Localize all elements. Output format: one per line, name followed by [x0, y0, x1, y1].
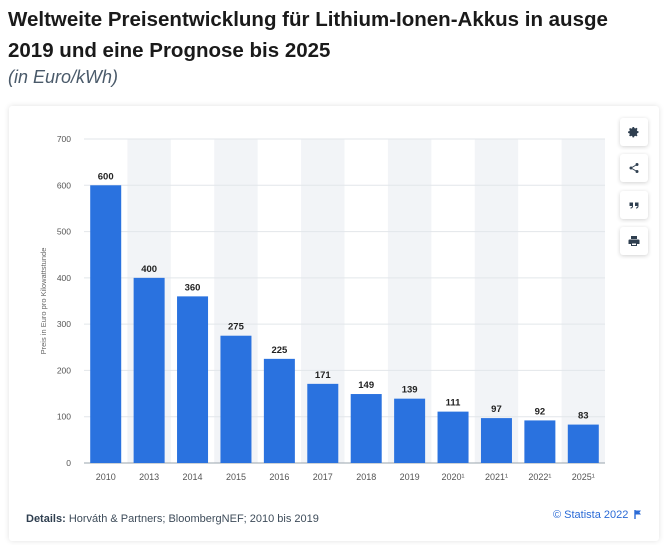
x-tick-label: 2022¹	[528, 472, 551, 482]
data-label: 225	[271, 345, 288, 356]
data-label: 97	[491, 404, 502, 415]
chart-title: Weltweite Preisentwicklung für Lithium-I…	[8, 4, 666, 66]
x-tick-label: 2020¹	[442, 472, 465, 482]
x-tick-label: 2018	[356, 472, 376, 482]
copyright-text: © Statista 2022	[553, 509, 629, 521]
data-label: 360	[185, 282, 201, 293]
bar[interactable]	[307, 383, 339, 463]
y-tick-label: 600	[57, 180, 71, 190]
share-button[interactable]	[620, 154, 648, 182]
source-details: Details: Horváth & Partners; BloombergNE…	[26, 513, 319, 525]
bar[interactable]	[90, 185, 122, 464]
title-line-2: 2019 und eine Prognose bis 2025	[8, 39, 331, 62]
title-line-1: Weltweite Preisentwicklung für Lithium-I…	[8, 8, 608, 31]
bar[interactable]	[524, 420, 556, 463]
data-label: 600	[98, 171, 114, 182]
data-label: 171	[315, 370, 332, 381]
cite-button[interactable]	[620, 191, 648, 219]
bar[interactable]	[220, 335, 252, 463]
data-label: 111	[446, 398, 462, 409]
x-tick-label: 2014	[183, 472, 203, 482]
data-label: 139	[402, 385, 418, 396]
column-band	[561, 139, 605, 463]
y-tick-label: 700	[57, 134, 71, 144]
x-tick-label: 2015	[226, 472, 246, 482]
x-tick-label: 2019	[400, 472, 420, 482]
gear-icon	[628, 127, 639, 138]
data-label: 92	[535, 406, 546, 417]
y-axis-label: Preis in Euro pro Kilowattstunde	[39, 248, 48, 355]
chart-subtitle: (in Euro/kWh)	[8, 67, 119, 87]
y-tick-label: 100	[57, 412, 71, 422]
data-label: 400	[141, 264, 157, 275]
column-band	[474, 139, 519, 463]
y-tick-label: 500	[57, 227, 71, 237]
print-icon	[628, 236, 640, 246]
y-tick-label: 200	[57, 365, 71, 375]
settings-button[interactable]	[620, 118, 648, 146]
bar[interactable]	[394, 398, 426, 463]
share-icon	[629, 163, 639, 173]
bar[interactable]	[350, 394, 382, 463]
x-tick-label: 2017	[313, 472, 333, 482]
x-tick-label: 2025¹	[572, 472, 595, 482]
print-button[interactable]	[620, 227, 648, 255]
x-tick-label: 2016	[269, 472, 289, 482]
x-tick-label: 2010	[96, 472, 116, 482]
quote-icon	[629, 202, 639, 209]
details-label: Details:	[26, 513, 66, 525]
bar[interactable]	[133, 277, 165, 463]
y-tick-label: 400	[57, 273, 71, 283]
x-tick-label: 2013	[139, 472, 159, 482]
details-text: Horváth & Partners; BloombergNEF; 2010 b…	[68, 513, 319, 525]
data-label: 149	[358, 380, 374, 391]
bar[interactable]	[177, 296, 209, 463]
x-tick-label: 2021¹	[485, 472, 508, 482]
y-tick-label: 0	[66, 458, 71, 468]
bar[interactable]	[263, 358, 295, 463]
bar[interactable]	[480, 418, 512, 463]
y-tick-label: 300	[57, 319, 71, 329]
data-label: 275	[228, 322, 245, 333]
data-label: 83	[578, 411, 589, 422]
bar[interactable]	[437, 411, 469, 463]
flag-icon	[634, 510, 642, 519]
statista-copyright[interactable]: © Statista 2022	[553, 509, 642, 521]
bar[interactable]	[567, 424, 599, 463]
